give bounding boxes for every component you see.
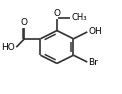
Text: HO: HO <box>1 43 15 52</box>
Text: Br: Br <box>88 58 98 67</box>
Text: O: O <box>53 9 60 18</box>
Text: OH: OH <box>88 27 102 36</box>
Text: O: O <box>21 18 28 27</box>
Text: CH₃: CH₃ <box>71 13 87 22</box>
